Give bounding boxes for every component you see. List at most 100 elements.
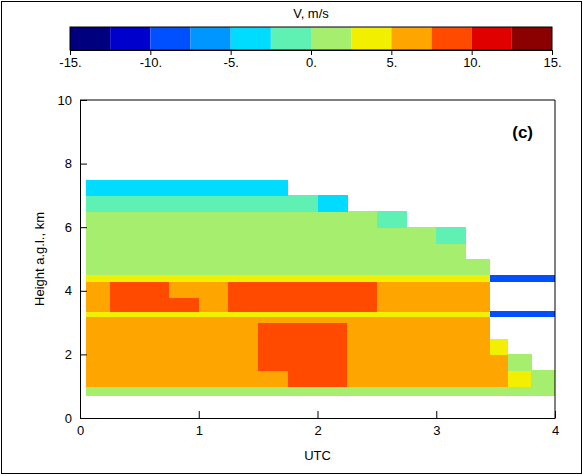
cell [258,211,288,227]
cell [169,311,199,316]
x-tick-label: 3 [433,423,440,438]
cell [86,354,110,370]
cell [377,354,407,370]
cell [347,259,377,275]
cell [466,311,490,316]
x-tick-label: 0 [77,423,84,438]
cell [86,323,110,339]
cell [531,275,555,282]
cell [318,259,348,275]
cell [407,323,437,339]
cell [531,311,555,316]
y-tick-mark [80,418,87,419]
cell [228,243,258,259]
cell [490,311,508,316]
frame [2,2,582,474]
cell [258,370,288,386]
x-tick-label: 2 [314,423,321,438]
cell [169,243,199,259]
cell [139,195,169,211]
cell [377,370,407,386]
cell [228,354,258,370]
cell [531,386,555,396]
cell [139,297,169,312]
cell [288,323,318,339]
cell [288,354,318,370]
cell [258,316,288,323]
cell [139,323,169,339]
cell [531,370,555,386]
colorbar-bin [231,27,271,50]
cell [407,281,437,297]
cell [288,195,318,211]
cell [110,297,140,312]
cell [258,275,288,282]
cell [258,386,288,396]
cell [258,311,288,316]
cell [466,354,490,370]
cell [199,323,229,339]
y-tick-mark [80,354,87,355]
colorbar-tick-label: 15. [543,55,561,70]
cell [228,227,258,243]
cell [508,275,532,282]
cell [436,316,466,323]
cell [318,211,348,227]
cell [318,281,348,297]
cell [288,311,318,316]
cell [199,227,229,243]
cell [407,354,437,370]
y-tick-mark [80,164,87,165]
cell [110,354,140,370]
cell [228,281,258,297]
cell [377,297,407,312]
cell [288,297,318,312]
cell [199,297,229,312]
cell [466,275,490,282]
y-tick-mark [80,100,87,101]
cell [377,259,407,275]
cell [110,275,140,282]
x-axis: 01234 [77,411,559,438]
y-tick: 2 [65,347,87,362]
cell [139,386,169,396]
cell [407,227,437,243]
cell [436,370,466,386]
cell [318,354,348,370]
cell [86,316,110,323]
cell [347,227,377,243]
colorbar-bin [432,27,472,50]
cell [318,195,348,211]
colorbar-tick: -5. [224,50,239,70]
x-tick-label: 4 [552,423,559,438]
cell [407,316,437,323]
cell [407,243,437,259]
cell [288,339,318,355]
cell [110,227,140,243]
cell [199,275,229,282]
cell [318,243,348,259]
cell [199,211,229,227]
cell [110,243,140,259]
cell [436,227,466,243]
cell [228,259,258,275]
cell [377,281,407,297]
cell [288,281,318,297]
cell [347,281,377,297]
colorbar-bin [150,27,190,50]
cell [490,339,508,355]
cell [199,195,229,211]
cell [169,275,199,282]
cell [288,211,318,227]
cell [86,370,110,386]
cell [377,323,407,339]
cell [228,297,258,312]
cell [347,311,377,316]
cell [288,259,318,275]
cell [199,386,229,396]
cell [110,180,140,196]
cell [258,227,288,243]
cell [199,259,229,275]
cell [407,259,437,275]
colorbar-bin [512,27,552,50]
